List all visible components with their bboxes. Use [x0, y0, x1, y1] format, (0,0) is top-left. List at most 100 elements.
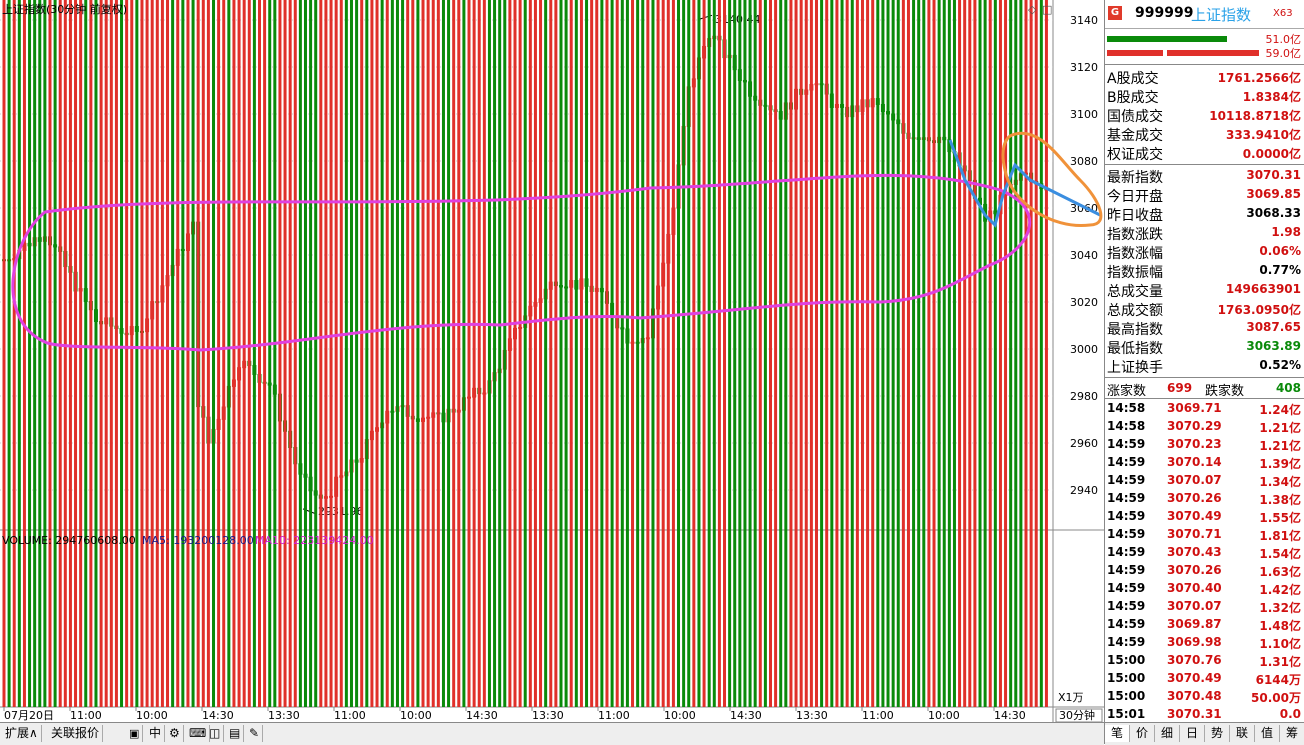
tick-price: 3070.07	[1167, 473, 1222, 487]
volume-bar	[595, 0, 599, 707]
volume-bar	[549, 0, 553, 707]
stat-row: 指数涨跌 1.98	[1105, 223, 1304, 243]
ma10-label: MA10: 223139424.00	[255, 534, 374, 547]
volume-bar	[125, 0, 129, 707]
sidebar-tab[interactable]: 日	[1180, 725, 1205, 742]
kline-chart[interactable]: 3140312031003080306030403020300029802960…	[0, 0, 1104, 744]
volume-bar	[196, 0, 200, 707]
volume-bar	[636, 0, 640, 707]
diamond-icon[interactable]: ◇	[1028, 3, 1037, 16]
volume-bar	[227, 0, 231, 707]
close-icon[interactable]: □	[1042, 3, 1052, 16]
volume-bar	[1024, 0, 1028, 707]
turnover-label: A股成交	[1107, 71, 1159, 87]
volume-bar	[958, 0, 962, 707]
volume-bar	[942, 0, 946, 707]
stat-label: 总成交额	[1107, 303, 1163, 319]
divider	[1105, 398, 1304, 399]
tick-time: 14:59	[1107, 635, 1146, 649]
tick-price: 3070.31	[1167, 707, 1222, 721]
sidebar-tab[interactable]: 价	[1130, 725, 1155, 742]
volume-bar	[416, 0, 420, 707]
volume-bar	[508, 0, 512, 707]
turnover-row: A股成交 1761.2566亿	[1105, 67, 1304, 87]
volume-bar	[58, 0, 62, 707]
volume-bar	[89, 0, 93, 707]
sidebar-tab[interactable]: 筹	[1280, 725, 1304, 742]
volume-bar	[646, 0, 650, 707]
volume-bar	[150, 0, 154, 707]
price-tick-label: 3100	[1070, 108, 1098, 121]
tick-amount: 6144万	[1255, 673, 1301, 687]
settings-icon[interactable]: ⚙	[166, 725, 184, 742]
volume-bar	[733, 0, 737, 707]
volume-bar	[43, 0, 47, 707]
stat-value: 1763.0950亿	[1217, 303, 1301, 317]
stat-label: 总成交量	[1107, 284, 1163, 300]
chinese-icon[interactable]: 中	[146, 725, 166, 742]
price-tick-label: 3080	[1070, 155, 1098, 168]
sidebar-tab[interactable]: 联	[1230, 725, 1255, 742]
volume-bar	[99, 0, 103, 707]
index-icon[interactable]: ▣	[126, 725, 144, 742]
g-badge: G	[1108, 6, 1122, 20]
time-tick-label: 13:30	[268, 709, 300, 722]
green-bar	[1107, 36, 1227, 42]
sidebar-tab[interactable]: 势	[1205, 725, 1230, 742]
time-tick-label: 10:00	[928, 709, 960, 722]
window-icon[interactable]: ▤	[226, 725, 245, 742]
tick-time: 14:59	[1107, 581, 1146, 595]
kline-chart-panel[interactable]: 3140 3120 3100 3080 3060 3040 3020 3000 2980 2960…	[0, 0, 1104, 744]
volume-bar	[380, 0, 384, 707]
volume-bar	[707, 0, 711, 707]
volume-bar	[763, 0, 767, 707]
volume-bar	[303, 0, 307, 707]
volume-bar	[564, 0, 568, 707]
volume-bar	[498, 0, 502, 707]
tick-time: 15:00	[1107, 653, 1146, 667]
stat-value: 149663901	[1225, 282, 1301, 296]
keyboard-icon[interactable]: ⌨	[186, 725, 211, 742]
wrench-icon[interactable]: ✎	[246, 725, 264, 742]
volume-bar	[993, 0, 997, 707]
tool-icon[interactable]: ◫	[206, 725, 225, 742]
blue-trend-annotation	[948, 139, 1101, 228]
volume-bar	[1014, 0, 1018, 707]
expand-tab[interactable]: 扩展∧	[2, 725, 42, 742]
volume-bar	[33, 0, 37, 707]
stat-value: 1.98	[1271, 225, 1301, 239]
volume-bar	[794, 0, 798, 707]
volume-bar	[329, 0, 333, 707]
related-quotes-tab[interactable]: 关联报价	[48, 725, 104, 742]
volume-bar	[278, 0, 282, 707]
sidebar-tab[interactable]: 细	[1155, 725, 1180, 742]
volume-bar	[554, 0, 558, 707]
volume-bar	[922, 0, 926, 707]
volume-bar	[201, 0, 205, 707]
volume-bar	[666, 0, 670, 707]
turnover-label: 国债成交	[1107, 109, 1163, 125]
stat-label: 上证换手	[1107, 360, 1163, 376]
volume-bar	[651, 0, 655, 707]
volume-bar	[692, 0, 696, 707]
volume-bar	[503, 0, 507, 707]
volume-bar	[876, 0, 880, 707]
divider	[1105, 377, 1304, 378]
stat-row: 昨日收盘 3068.33	[1105, 204, 1304, 224]
volume-bar	[314, 0, 318, 707]
volume-bar	[569, 0, 573, 707]
turnover-value: 1761.2566亿	[1217, 71, 1301, 85]
volume-bar	[748, 0, 752, 707]
tick-time: 14:59	[1107, 545, 1146, 559]
volume-bar	[574, 0, 578, 707]
index-name[interactable]: 上证指数	[1191, 6, 1252, 24]
tick-row: 14:59 3070.26 1.63亿	[1105, 561, 1304, 579]
volume-bar	[840, 0, 844, 707]
volume-bar	[855, 0, 859, 707]
sidebar-tab[interactable]: 值	[1255, 725, 1280, 742]
orange-ellipse-annotation	[1001, 131, 1103, 228]
volume-bar	[825, 0, 829, 708]
tick-row: 15:01 3070.31 0.0	[1105, 705, 1304, 723]
stat-value: 3068.33	[1246, 206, 1301, 220]
sidebar-tab[interactable]: 笔	[1105, 725, 1130, 742]
